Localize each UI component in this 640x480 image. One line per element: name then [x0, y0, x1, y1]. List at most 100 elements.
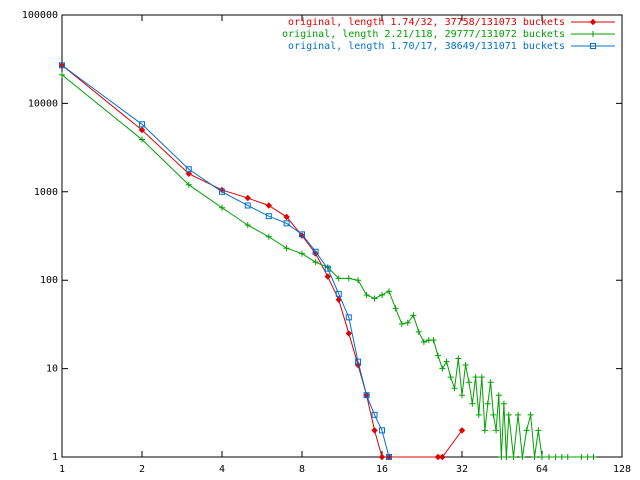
point: [185, 181, 192, 188]
point: [312, 259, 319, 266]
point: [564, 454, 571, 460]
point: [335, 290, 342, 297]
point: [385, 288, 392, 295]
point: [552, 454, 559, 460]
point: [558, 454, 565, 460]
point: [447, 374, 454, 381]
point: [451, 385, 458, 392]
legend-label: original, length 1.70/17, 38649/131071 b…: [288, 41, 565, 52]
legend-label: original, length 1.74/32, 37758/131073 b…: [288, 17, 565, 28]
series-line: [61, 64, 390, 458]
point: [299, 231, 305, 238]
point: [472, 374, 479, 381]
point: [410, 312, 417, 319]
point: [439, 365, 446, 372]
point: [484, 400, 491, 407]
x-tick-label: 64: [536, 464, 548, 475]
point: [475, 411, 482, 418]
point: [503, 454, 510, 460]
legend-symbol: [589, 18, 597, 26]
x-tick-label: 8: [299, 464, 305, 475]
point: [498, 454, 505, 460]
legend-symbol: [590, 43, 596, 49]
x-tick-label: 1: [59, 464, 65, 475]
point: [515, 411, 522, 418]
point: [345, 330, 353, 337]
point: [138, 126, 146, 134]
point: [139, 121, 145, 128]
point: [462, 361, 469, 368]
point: [378, 453, 386, 461]
point: [299, 250, 305, 257]
point: [398, 320, 405, 327]
point: [371, 411, 378, 418]
point: [139, 136, 145, 143]
point: [481, 427, 488, 434]
point: [185, 170, 193, 177]
point: [458, 427, 466, 434]
point: [244, 194, 251, 202]
point: [455, 355, 462, 362]
point: [404, 319, 411, 326]
plot-border: [61, 14, 623, 458]
point: [298, 232, 306, 239]
point: [500, 400, 507, 407]
y-tick-label: 10: [46, 364, 58, 375]
point: [469, 400, 476, 407]
point: [519, 454, 526, 460]
y-tick-label: 1: [52, 452, 58, 463]
point: [487, 379, 494, 386]
point: [434, 453, 442, 461]
point: [590, 454, 597, 460]
legend-label: original, length 2.21/118, 29777/131072 …: [282, 29, 565, 40]
x-tick-label: 4: [219, 464, 225, 475]
y-tick-label: 10000: [28, 98, 58, 109]
point: [312, 248, 319, 255]
point: [385, 454, 392, 460]
point: [355, 277, 362, 284]
legend-symbol: [590, 31, 596, 37]
point: [324, 265, 331, 272]
x-tick-label: 128: [613, 464, 631, 475]
point: [244, 202, 251, 209]
point: [495, 392, 502, 399]
point: [355, 358, 362, 365]
point: [420, 338, 427, 345]
point: [523, 427, 530, 434]
point: [283, 213, 290, 221]
point: [510, 454, 517, 460]
point: [439, 453, 446, 461]
point: [312, 250, 319, 257]
x-tick-label: 32: [456, 464, 468, 475]
point: [415, 328, 422, 335]
point: [345, 314, 352, 321]
point: [219, 188, 225, 195]
point: [379, 292, 385, 299]
point: [490, 411, 497, 418]
point: [379, 427, 385, 434]
point: [59, 62, 65, 69]
point: [527, 411, 534, 418]
point: [465, 379, 472, 386]
point: [578, 454, 585, 460]
point: [219, 204, 225, 211]
point: [435, 352, 442, 359]
point: [59, 71, 65, 78]
x-tick-label: 2: [139, 464, 145, 475]
point: [371, 427, 378, 434]
point: [244, 222, 251, 229]
point: [265, 202, 273, 209]
point: [545, 454, 552, 460]
point: [539, 454, 545, 460]
point: [283, 245, 290, 252]
y-tick-label: 1000: [34, 187, 58, 198]
point: [584, 454, 591, 460]
y-tick-label: 100000: [22, 10, 58, 21]
point: [531, 454, 538, 460]
point: [265, 233, 272, 240]
point: [430, 337, 437, 344]
y-tick-label: 100: [40, 275, 58, 286]
point: [478, 374, 485, 381]
